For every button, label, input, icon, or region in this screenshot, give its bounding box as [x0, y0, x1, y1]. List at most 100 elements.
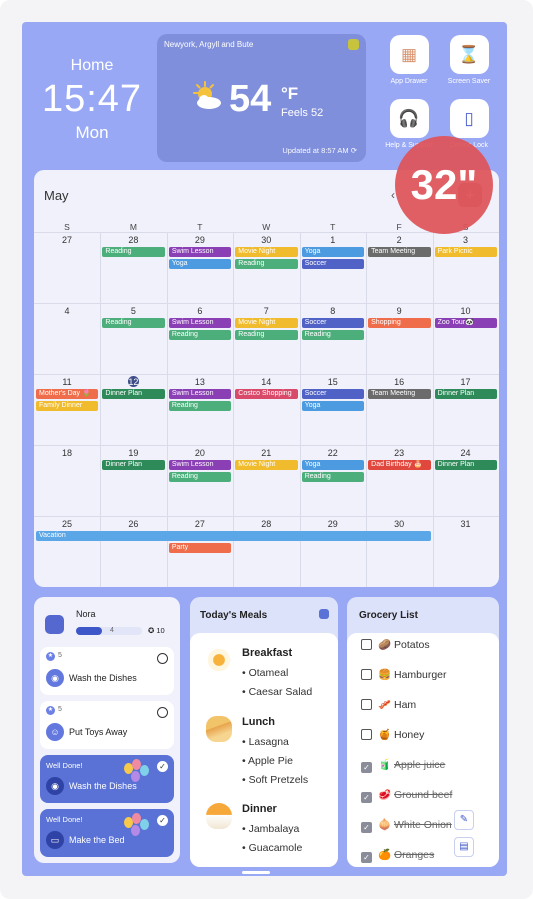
- task-checkbox-checked[interactable]: ✓: [157, 761, 168, 772]
- grocery-checkbox[interactable]: [361, 639, 372, 650]
- day-number[interactable]: 6: [197, 306, 203, 316]
- task-card-done[interactable]: Well Done! ✓ ◉ Wash the Dishes: [40, 755, 174, 803]
- task-checkbox-checked[interactable]: ✓: [157, 815, 168, 826]
- grocery-item[interactable]: 🍔 Hamburger: [361, 668, 447, 681]
- calendar-event[interactable]: Dad Birthday 🎂: [368, 460, 431, 470]
- day-number[interactable]: 9: [396, 306, 402, 316]
- day-number[interactable]: 29: [327, 519, 338, 529]
- day-number[interactable]: 7: [263, 306, 269, 316]
- screen-saver-button[interactable]: ⌛ Screen Saver: [439, 35, 499, 85]
- day-number[interactable]: 28: [128, 235, 139, 245]
- calendar-event[interactable]: Reading: [301, 330, 365, 340]
- grocery-item[interactable]: ✓ 🥩 Ground beef: [361, 788, 452, 803]
- day-number[interactable]: 16: [394, 377, 405, 387]
- day-number[interactable]: 12: [128, 377, 139, 387]
- calendar-event[interactable]: Team Meeting: [368, 389, 431, 399]
- calendar-event[interactable]: Reading: [235, 330, 298, 340]
- grocery-checkbox[interactable]: [361, 729, 372, 740]
- grocery-checkbox-checked[interactable]: ✓: [361, 822, 372, 833]
- grocery-item[interactable]: ✓ 🍊 Oranges: [361, 848, 434, 863]
- grocery-checkbox-checked[interactable]: ✓: [361, 762, 372, 773]
- day-number[interactable]: 21: [261, 448, 272, 458]
- calendar-event[interactable]: Dinner Plan: [434, 460, 497, 470]
- calendar-event[interactable]: Reading: [102, 318, 165, 328]
- grocery-item[interactable]: 🥓 Ham: [361, 698, 416, 711]
- day-number[interactable]: 30: [394, 519, 405, 529]
- task-card-done[interactable]: Well Done! ✓ ▭ Make the Bed: [40, 809, 174, 857]
- day-number[interactable]: 18: [61, 448, 72, 458]
- chevron-left-icon[interactable]: ‹: [391, 188, 395, 202]
- grocery-checkbox-checked[interactable]: ✓: [361, 852, 372, 863]
- day-number[interactable]: 25: [61, 519, 72, 529]
- day-number[interactable]: 13: [194, 377, 205, 387]
- day-number[interactable]: 17: [460, 377, 471, 387]
- calendar-event[interactable]: Yoga: [301, 401, 365, 411]
- calendar-event[interactable]: Reading: [102, 247, 165, 257]
- refresh-icon[interactable]: [319, 609, 329, 619]
- day-number[interactable]: 2: [396, 235, 402, 245]
- day-number[interactable]: 19: [128, 448, 139, 458]
- calendar-event[interactable]: Yoga: [301, 460, 365, 470]
- day-number[interactable]: 28: [261, 519, 272, 529]
- calendar-event[interactable]: Reading: [168, 401, 232, 411]
- calendar-event[interactable]: Party: [168, 543, 232, 553]
- calendar-event[interactable]: Zoo Tour🐼: [434, 318, 497, 328]
- calendar-event[interactable]: Swim Lesson: [168, 318, 232, 328]
- day-number[interactable]: 30: [261, 235, 272, 245]
- calendar-event[interactable]: Family Dinner: [36, 401, 99, 411]
- calendar-event[interactable]: Movie Night: [235, 247, 298, 257]
- day-number[interactable]: 24: [460, 448, 471, 458]
- calendar-event[interactable]: Park Picnic: [434, 247, 497, 257]
- calendar-event[interactable]: Team Meeting: [368, 247, 431, 257]
- calendar-event[interactable]: Yoga: [301, 247, 365, 257]
- weather-widget[interactable]: Newyork, Argyll and Bute 54 °F Feels 52 …: [157, 34, 366, 162]
- day-number[interactable]: 3: [463, 235, 469, 245]
- day-number[interactable]: 20: [194, 448, 205, 458]
- calendar-event[interactable]: Reading: [301, 472, 365, 482]
- task-checkbox[interactable]: [157, 707, 168, 718]
- calendar-event[interactable]: Soccer: [301, 389, 365, 399]
- calendar-event[interactable]: Mother's Day 🌷: [36, 389, 99, 399]
- task-card[interactable]: ★ 5 ◉ Wash the Dishes: [40, 647, 174, 695]
- calendar-event[interactable]: Movie Night: [235, 318, 298, 328]
- day-number[interactable]: 11: [62, 377, 72, 387]
- clipboard-icon[interactable]: ▤: [454, 837, 474, 857]
- task-card[interactable]: ★ 5 ☺ Put Toys Away: [40, 701, 174, 749]
- day-number[interactable]: 27: [61, 235, 72, 245]
- day-number[interactable]: 22: [327, 448, 338, 458]
- day-number[interactable]: 15: [327, 377, 338, 387]
- day-number[interactable]: 10: [460, 306, 471, 316]
- grocery-checkbox[interactable]: [361, 699, 372, 710]
- calendar-event[interactable]: Movie Night: [235, 460, 298, 470]
- day-number[interactable]: 27: [194, 519, 205, 529]
- calendar-event[interactable]: Reading: [168, 472, 232, 482]
- calendar-event[interactable]: Swim Lesson: [168, 247, 232, 257]
- task-checkbox[interactable]: [157, 653, 168, 664]
- calendar-event[interactable]: Swim Lesson: [168, 389, 232, 399]
- day-number[interactable]: 31: [460, 519, 471, 529]
- day-number[interactable]: 14: [261, 377, 272, 387]
- help-support-button[interactable]: 🎧 Help & Support: [379, 99, 439, 149]
- calendar-event[interactable]: Soccer: [301, 318, 365, 328]
- day-number[interactable]: 26: [128, 519, 139, 529]
- grocery-item[interactable]: ✓ 🧅 White Onion: [361, 818, 452, 833]
- grocery-checkbox[interactable]: [361, 669, 372, 680]
- calendar-event[interactable]: Vacation: [36, 531, 431, 541]
- grocery-item[interactable]: 🥔 Potatos: [361, 638, 430, 651]
- app-drawer-button[interactable]: ▦ App Drawer: [379, 35, 439, 85]
- calendar-event[interactable]: Reading: [235, 259, 298, 269]
- day-number[interactable]: 29: [194, 235, 205, 245]
- calendar-event[interactable]: Yoga: [168, 259, 232, 269]
- day-number[interactable]: 5: [130, 306, 136, 316]
- grocery-checkbox-checked[interactable]: ✓: [361, 792, 372, 803]
- day-number[interactable]: 8: [330, 306, 336, 316]
- day-number[interactable]: 1: [330, 235, 336, 245]
- calendar-event[interactable]: Costco Shopping: [235, 389, 298, 399]
- calendar-event[interactable]: Reading: [168, 330, 232, 340]
- day-number[interactable]: 4: [64, 306, 70, 316]
- calendar-event[interactable]: Soccer: [301, 259, 365, 269]
- calendar-event[interactable]: Swim Lesson: [168, 460, 232, 470]
- profile-header[interactable]: Nora 4 ✪ 10: [42, 607, 174, 647]
- calendar-event[interactable]: Dinner Plan: [102, 389, 165, 399]
- edit-icon[interactable]: ✎: [454, 810, 474, 830]
